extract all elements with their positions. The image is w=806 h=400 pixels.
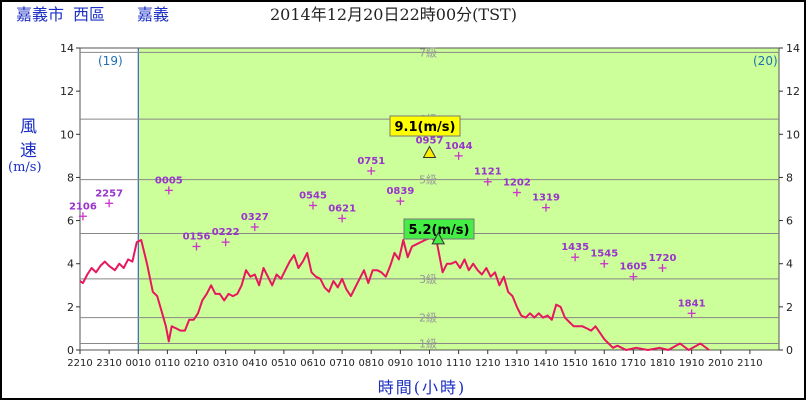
plot-area-current-day: [138, 48, 779, 350]
chart-header: 嘉義市 西區 嘉義 2014年12月20日22時00分(TST): [2, 2, 804, 32]
y-tick-label-left: 2: [67, 301, 74, 314]
x-tick-label: 1910: [679, 358, 704, 369]
level-label: 3級: [419, 273, 437, 286]
gust-time-label: 0005: [155, 175, 183, 186]
x-tick-label: 1210: [475, 358, 500, 369]
x-tick-label: 0110: [155, 358, 180, 369]
x-tick-label: 1610: [592, 358, 617, 369]
y-tick-label-right: 14: [786, 42, 800, 55]
x-tick-label: 0810: [359, 358, 384, 369]
x-tick-label: 1010: [417, 358, 442, 369]
x-tick-label: 0410: [242, 358, 267, 369]
x-tick-label: 0510: [271, 358, 296, 369]
x-tick-label: 2010: [708, 358, 733, 369]
y-tick-label-left: 4: [67, 258, 74, 271]
x-tick-label: 0310: [213, 358, 238, 369]
y-tick-label-right: 0: [786, 344, 793, 357]
y-tick-label-right: 12: [786, 85, 800, 98]
y-axis-label-unit: (m/s): [8, 160, 42, 175]
gust-time-label: 1202: [503, 178, 531, 189]
x-tick-label: 2210: [67, 358, 92, 369]
x-axis-label: 時間(小時): [377, 378, 467, 397]
station-name: 嘉義: [137, 5, 170, 24]
district-name: 西區: [73, 5, 106, 24]
max-gust-time-label: 0957: [416, 136, 444, 147]
gust-time-label: 0839: [386, 186, 414, 197]
gust-time-label: 1605: [619, 262, 647, 273]
x-tick-label: 1510: [562, 358, 587, 369]
x-tick-label: 0710: [329, 358, 354, 369]
y-tick-label-left: 0: [67, 344, 74, 357]
y-tick-label-left: 10: [60, 128, 74, 141]
max-wind-value: 5.2(m/s): [409, 223, 470, 238]
max-gust-triangle-marker: [422, 145, 437, 159]
y-tick-label-left: 6: [67, 215, 74, 228]
y-tick-label-left: 14: [60, 42, 74, 55]
x-tick-label: 1710: [621, 358, 646, 369]
day-label-current: (20): [753, 54, 778, 68]
gust-time-label: 2106: [69, 201, 97, 212]
y-tick-label-right: 10: [786, 128, 800, 141]
x-tick-label: 2110: [737, 358, 762, 369]
max-gust-box: [389, 115, 461, 137]
x-tick-label: 0610: [300, 358, 325, 369]
y-tick-label-left: 8: [67, 171, 74, 184]
x-tick-label: 2310: [96, 358, 121, 369]
gust-time-label: 0222: [212, 227, 240, 238]
city-name: 嘉義市: [16, 5, 65, 24]
gust-time-label: 0545: [299, 190, 327, 201]
gust-time-label: 1545: [590, 249, 618, 260]
x-tick-label: 0010: [126, 358, 151, 369]
y-tick-label-right: 6: [786, 215, 793, 228]
day-label-previous: (19): [98, 54, 123, 68]
gust-time-label: 0751: [357, 156, 385, 167]
gust-time-label: 2257: [95, 188, 123, 199]
gust-time-label: 0156: [183, 231, 211, 242]
gust-time-label: 1044: [445, 141, 473, 152]
x-tick-label: 1110: [446, 358, 471, 369]
x-tick-label: 0210: [184, 358, 209, 369]
y-tick-label-right: 4: [786, 258, 793, 271]
gust-time-label: 1435: [561, 242, 589, 253]
max-wind-triangle-marker: [431, 231, 446, 245]
y-tick-label-left: 12: [60, 85, 74, 98]
gust-time-label: 1720: [649, 253, 677, 264]
gust-time-label: 1841: [678, 298, 706, 309]
y-tick-label-right: 8: [786, 171, 793, 184]
x-tick-label: 1310: [504, 358, 529, 369]
level-label: 2級: [419, 312, 437, 325]
gust-time-label: 0327: [241, 212, 269, 223]
max-gust-value: 9.1(m/s): [395, 120, 456, 135]
gust-time-label: 0621: [328, 203, 356, 214]
observation-datetime: 2014年12月20日22時00分(TST): [270, 5, 517, 24]
x-tick-label: 1810: [650, 358, 675, 369]
wind-speed-line: [79, 236, 710, 351]
level-label: 1級: [419, 338, 437, 351]
y-tick-label-right: 2: [786, 301, 793, 314]
plot-area-previous-day: [80, 48, 139, 350]
y-axis-label-speed: 速: [20, 141, 37, 161]
gust-time-label: 1319: [532, 193, 560, 204]
level-label: 5級: [419, 174, 437, 187]
gust-time-label: 1121: [474, 167, 502, 178]
y-axis-label-wind: 風: [20, 117, 37, 137]
x-tick-label: 0910: [388, 358, 413, 369]
x-tick-label: 1410: [533, 358, 558, 369]
level-label: 7級: [419, 46, 437, 59]
